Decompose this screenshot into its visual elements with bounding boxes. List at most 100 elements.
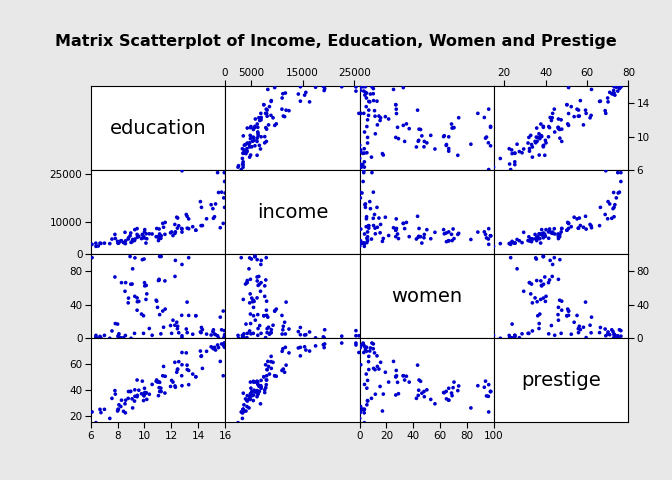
Point <box>236 408 247 416</box>
Point <box>363 358 374 365</box>
Point <box>154 378 165 386</box>
Point <box>544 225 555 233</box>
Point <box>281 298 292 306</box>
Point <box>614 326 625 334</box>
Point <box>120 396 131 404</box>
Point <box>538 294 549 302</box>
Point <box>120 409 131 417</box>
Point <box>526 290 536 298</box>
Point <box>595 97 605 105</box>
Point <box>556 329 566 337</box>
Point <box>151 225 162 232</box>
Point <box>391 372 402 380</box>
Point <box>509 161 520 168</box>
Point <box>552 123 563 131</box>
Point <box>581 109 591 117</box>
Point <box>404 378 415 386</box>
Point <box>159 389 170 397</box>
Point <box>505 254 516 262</box>
Point <box>129 329 140 337</box>
Point <box>169 273 180 280</box>
Point <box>534 230 544 238</box>
Point <box>479 114 490 121</box>
Point <box>532 233 542 241</box>
Point <box>141 230 152 238</box>
Point <box>362 237 373 244</box>
Point <box>358 240 368 247</box>
Point <box>359 149 370 157</box>
Point <box>210 331 221 338</box>
Point <box>170 384 181 391</box>
Point <box>509 149 520 157</box>
Point <box>356 423 367 431</box>
Point <box>356 163 367 171</box>
Point <box>263 313 274 321</box>
Point <box>318 341 329 348</box>
Point <box>399 138 410 145</box>
Point <box>562 312 573 320</box>
Point <box>259 139 270 147</box>
Point <box>355 409 366 417</box>
Point <box>485 232 496 240</box>
Point <box>355 408 366 415</box>
Point <box>190 312 201 320</box>
Point <box>362 213 372 221</box>
Point <box>546 117 557 124</box>
Point <box>281 361 292 369</box>
Point <box>538 123 549 131</box>
Point <box>613 333 624 341</box>
Point <box>472 228 483 236</box>
Point <box>219 331 230 338</box>
Point <box>254 322 265 329</box>
Point <box>526 238 537 245</box>
Point <box>126 335 136 342</box>
Point <box>319 85 330 93</box>
Point <box>238 158 249 166</box>
Point <box>372 362 383 370</box>
Point <box>532 276 542 284</box>
Point <box>172 366 183 373</box>
Point <box>245 139 255 146</box>
Point <box>238 332 249 339</box>
Point <box>355 403 366 410</box>
Point <box>245 378 256 386</box>
Point <box>262 112 273 120</box>
Point <box>116 279 127 287</box>
Point <box>544 124 555 132</box>
Point <box>547 109 558 117</box>
Point <box>538 122 549 130</box>
Point <box>140 389 151 397</box>
Point <box>563 307 574 315</box>
Point <box>110 390 121 398</box>
Point <box>488 242 499 250</box>
Point <box>197 326 208 334</box>
Point <box>154 276 165 283</box>
Point <box>280 318 290 326</box>
Point <box>104 415 115 422</box>
Point <box>504 332 515 339</box>
Point <box>448 225 458 233</box>
Point <box>240 395 251 403</box>
Point <box>237 335 248 342</box>
Point <box>159 230 170 238</box>
Point <box>530 254 541 262</box>
Point <box>511 236 522 243</box>
Point <box>233 335 244 342</box>
Point <box>444 384 454 392</box>
Point <box>485 122 496 130</box>
Point <box>253 311 263 318</box>
Point <box>556 138 567 145</box>
Point <box>233 332 243 339</box>
Point <box>574 214 585 222</box>
Point <box>480 335 491 342</box>
Point <box>137 377 148 385</box>
Point <box>249 252 260 260</box>
Point <box>238 406 249 413</box>
Point <box>259 133 270 141</box>
Point <box>255 116 266 124</box>
Point <box>472 382 483 390</box>
Point <box>390 227 401 234</box>
Point <box>511 140 522 148</box>
Point <box>566 103 577 110</box>
Point <box>183 367 194 374</box>
